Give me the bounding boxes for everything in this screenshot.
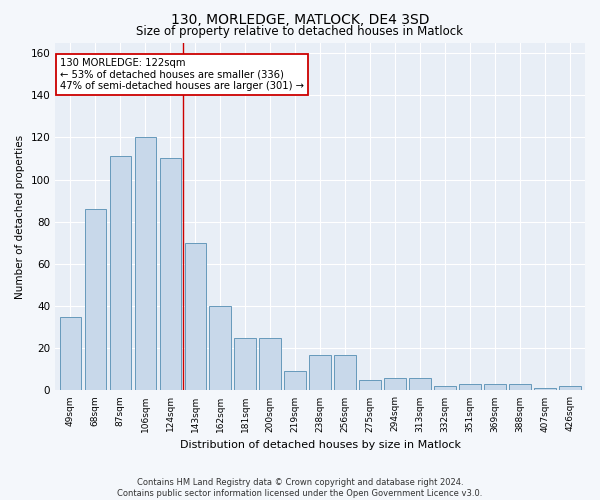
- Bar: [359, 380, 380, 390]
- Text: 130 MORLEDGE: 122sqm
← 53% of detached houses are smaller (336)
47% of semi-deta: 130 MORLEDGE: 122sqm ← 53% of detached h…: [61, 58, 304, 92]
- Text: 130, MORLEDGE, MATLOCK, DE4 3SD: 130, MORLEDGE, MATLOCK, DE4 3SD: [171, 12, 429, 26]
- Text: Size of property relative to detached houses in Matlock: Size of property relative to detached ho…: [137, 25, 464, 38]
- Bar: [110, 156, 131, 390]
- Bar: [310, 354, 331, 390]
- Bar: [59, 316, 81, 390]
- Bar: [535, 388, 556, 390]
- Bar: [185, 243, 206, 390]
- Bar: [334, 354, 356, 390]
- Bar: [460, 384, 481, 390]
- Bar: [259, 338, 281, 390]
- Bar: [209, 306, 231, 390]
- Bar: [484, 384, 506, 390]
- Bar: [434, 386, 455, 390]
- X-axis label: Distribution of detached houses by size in Matlock: Distribution of detached houses by size …: [179, 440, 461, 450]
- Bar: [385, 378, 406, 390]
- Text: Contains HM Land Registry data © Crown copyright and database right 2024.
Contai: Contains HM Land Registry data © Crown c…: [118, 478, 482, 498]
- Bar: [160, 158, 181, 390]
- Bar: [409, 378, 431, 390]
- Bar: [134, 138, 156, 390]
- Bar: [85, 209, 106, 390]
- Y-axis label: Number of detached properties: Number of detached properties: [15, 134, 25, 298]
- Bar: [559, 386, 581, 390]
- Bar: [284, 372, 306, 390]
- Bar: [235, 338, 256, 390]
- Bar: [509, 384, 530, 390]
